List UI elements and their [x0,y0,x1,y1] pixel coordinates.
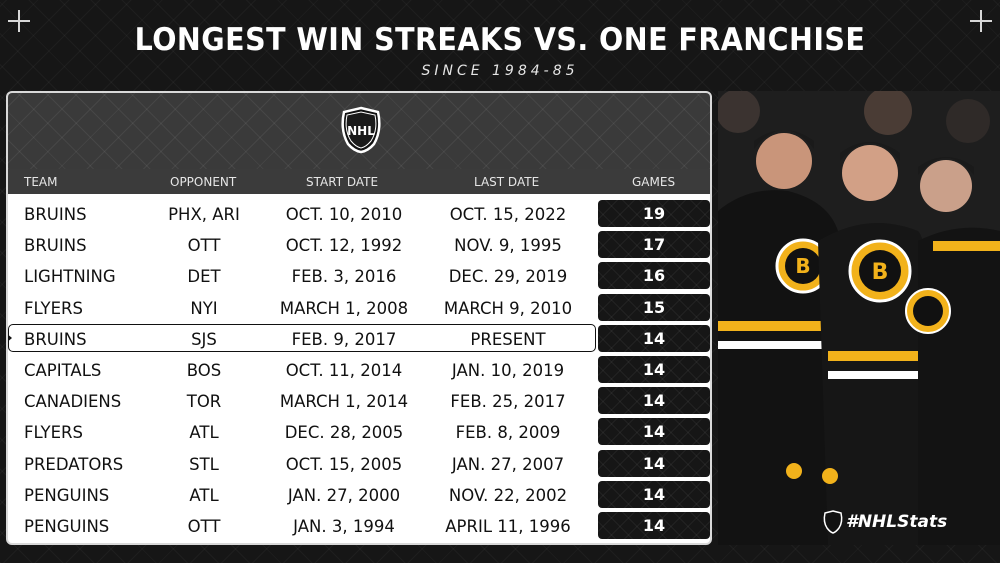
cell-start-date: OCT. 12, 1992 [285,236,403,256]
cell-team: LIGHTNING [24,267,116,287]
column-header-games: GAMES [632,175,676,189]
cell-games: 14 [598,324,710,352]
players-photo-art: B B [718,91,1000,545]
page-subtitle: SINCE 1984-85 [421,63,579,79]
page-title: LONGEST WIN STREAKS VS. ONE FRANCHISE [134,22,866,58]
table-row: PENGUINS OTT JAN. 3, 1994 APRIL 11, 1996 14 [8,510,710,541]
cell-team: CAPITALS [24,360,102,380]
cell-last-date: PRESENT [470,329,546,349]
table-row: CANADIENS TOR MARCH 1, 2014 FEB. 25, 2017 14 [8,385,710,416]
cell-games: 17 [598,231,710,259]
cell-opponent: SJS [191,329,217,349]
cell-start-date: MARCH 1, 2014 [279,392,409,412]
cell-last-date: FEB. 25, 2017 [450,392,566,412]
cell-start-date: DEC. 28, 2005 [284,423,404,443]
cell-team: PENGUINS [24,516,110,536]
table-row: BRUINS OTT OCT. 12, 1992 NOV. 9, 1995 17 [8,229,710,260]
column-header-start-date: START DATE [306,175,379,189]
cell-opponent: OTT [187,236,221,256]
cell-start-date: FEB. 9, 2017 [291,329,397,349]
cell-games: 14 [598,449,710,477]
table-row: BRUINS SJS FEB. 9, 2017 PRESENT 14 [8,323,710,354]
table-header: TEAM OPPONENT START DATE LAST DATE GAMES [8,169,710,194]
table-row: BRUINS PHX, ARI OCT. 10, 2010 OCT. 15, 2022… [8,198,710,229]
cell-team: BRUINS [24,236,87,256]
cell-games: 14 [598,480,710,508]
column-header-team: TEAM [24,175,58,189]
cell-opponent: PHX, ARI [168,205,240,224]
cell-team: FLYERS [24,298,83,318]
cell-last-date: JAN. 27, 2007 [451,454,565,474]
jersey-logo-text: B [795,254,810,278]
cell-last-date: NOV. 9, 1995 [454,236,562,256]
cell-last-date: DEC. 29, 2019 [448,267,568,287]
cell-games: 16 [598,262,710,290]
stats-table-panel: NHL TEAM OPPONENT START DATE LAST DATE G… [6,91,712,545]
cell-games: 14 [598,355,710,383]
cell-games: 14 [598,418,710,446]
table-row: PREDATORS STL OCT. 15, 2005 JAN. 27, 2007 14 [8,448,710,479]
cell-last-date: OCT. 15, 2022 [449,205,567,224]
cell-opponent: BOS [186,360,222,380]
cell-team: CANADIENS [24,392,122,412]
crosshair-icon [8,10,30,32]
cell-games: 14 [598,387,710,415]
cell-opponent: STL [189,454,219,474]
nhl-logo-text: NHL [347,124,375,138]
cell-start-date: JAN. 27, 2000 [287,485,401,505]
cell-games: 19 [598,200,710,227]
cell-start-date: OCT. 10, 2010 [285,205,403,224]
cell-last-date: FEB. 8, 2009 [455,423,561,443]
cell-games: 14 [598,511,710,539]
cell-opponent: TOR [186,392,222,412]
cell-start-date: FEB. 3, 2016 [291,267,397,287]
cell-opponent: OTT [187,516,221,536]
jersey-logo-text: B [872,260,889,285]
table-row: FLYERS ATL DEC. 28, 2005 FEB. 8, 2009 14 [8,416,710,447]
players-photo: B B [718,91,1000,545]
nhl-shield-icon [823,510,843,534]
cell-team: PREDATORS [24,454,124,474]
table-row: LIGHTNING DET FEB. 3, 2016 DEC. 29, 2019 16 [8,260,710,291]
cell-team: PENGUINS [24,485,110,505]
cell-last-date: NOV. 22, 2002 [448,485,568,505]
cell-start-date: OCT. 15, 2005 [285,454,403,474]
table-row: PENGUINS ATL JAN. 27, 2000 NOV. 22, 2002 14 [8,479,710,510]
cell-start-date: OCT. 11, 2014 [285,360,403,380]
cell-team: BRUINS [24,329,87,349]
table-row: CAPITALS BOS OCT. 11, 2014 JAN. 10, 2019 14 [8,354,710,385]
hashtag-label: #NHLStats [846,512,948,532]
cell-last-date: JAN. 10, 2019 [451,360,565,380]
cell-start-date: MARCH 1, 2008 [279,298,409,318]
cell-last-date: MARCH 9, 2010 [443,298,573,318]
column-header-last-date: LAST DATE [474,175,540,189]
table-body: BRUINS PHX, ARI OCT. 10, 2010 OCT. 15, 2022… [8,198,710,541]
table-row: FLYERS NYI MARCH 1, 2008 MARCH 9, 2010 15 [8,292,710,323]
cell-opponent: ATL [189,485,219,505]
cell-opponent: ATL [189,423,219,443]
cell-last-date: APRIL 11, 1996 [445,516,571,536]
logo-band: NHL [8,93,710,169]
cell-start-date: JAN. 3, 1994 [293,516,395,536]
cell-team: FLYERS [24,423,83,443]
nhl-shield-icon: NHL [341,106,381,154]
cell-games: 15 [598,293,710,321]
cell-opponent: NYI [190,298,218,318]
highlight-arrow-icon [8,332,12,343]
cell-opponent: DET [187,267,221,287]
column-header-opponent: OPPONENT [170,175,237,189]
crosshair-icon [970,10,992,32]
cell-team: BRUINS [24,205,87,224]
